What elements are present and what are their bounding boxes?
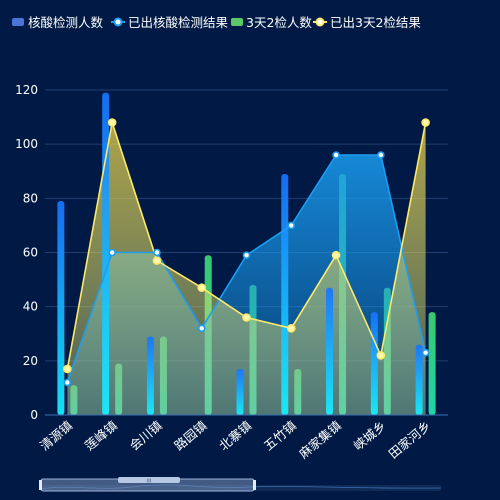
legend-label-1: 已出核酸检测结果 bbox=[128, 15, 229, 30]
x-category-label: 田家河乡 bbox=[386, 418, 434, 462]
points-layer bbox=[63, 118, 430, 387]
data-zoom-handle-label: III bbox=[147, 479, 151, 485]
y-tick-label: 100 bbox=[15, 137, 38, 151]
bar-test-count[interactable] bbox=[57, 201, 65, 415]
x-category-label: 峡城乡 bbox=[350, 418, 388, 454]
x-category-label: 麻家集镇 bbox=[296, 418, 344, 462]
bar-test-count[interactable] bbox=[370, 312, 378, 415]
point-3day-result[interactable] bbox=[63, 364, 72, 374]
y-tick-label: 40 bbox=[23, 300, 38, 314]
point-result[interactable] bbox=[108, 248, 116, 257]
legend-label-2: 3天2检人数 bbox=[246, 15, 312, 30]
legend[interactable]: 核酸检测人数 已出核酸检测结果 3天2检人数 已出3天2检结果 bbox=[12, 15, 421, 30]
point-result[interactable] bbox=[421, 348, 430, 357]
y-tick-label: 20 bbox=[23, 354, 38, 368]
area-3day-result bbox=[67, 122, 426, 415]
legend-swatch-green-bar bbox=[231, 18, 243, 26]
legend-item-line-3day[interactable]: 已出3天2检结果 bbox=[313, 15, 421, 30]
legend-label-0: 核酸检测人数 bbox=[28, 15, 104, 30]
x-category-label: 五竹镇 bbox=[261, 418, 299, 454]
legend-item-bar-3day[interactable]: 3天2检人数 bbox=[231, 15, 312, 30]
point-3day-result[interactable] bbox=[331, 250, 341, 260]
point-result[interactable] bbox=[377, 151, 385, 159]
data-zoom-slider[interactable]: III bbox=[39, 477, 442, 492]
point-3day-result[interactable] bbox=[286, 324, 296, 333]
x-category-label: 清源镇 bbox=[37, 418, 75, 454]
blue-bars-layer bbox=[57, 92, 423, 415]
bar-test-count[interactable] bbox=[102, 92, 110, 415]
legend-marker-yellow bbox=[315, 17, 325, 27]
legend-label-3: 已出3天2检结果 bbox=[330, 15, 421, 30]
x-category-label: 会川镇 bbox=[126, 418, 164, 454]
y-tick-label: 120 bbox=[15, 83, 38, 97]
point-3day-result[interactable] bbox=[376, 351, 386, 360]
x-category-label: 路园镇 bbox=[171, 418, 209, 454]
data-zoom-handle[interactable] bbox=[118, 477, 180, 483]
point-result[interactable] bbox=[332, 151, 340, 159]
point-result[interactable] bbox=[287, 221, 296, 230]
point-result[interactable] bbox=[153, 248, 161, 257]
point-3day-result[interactable] bbox=[421, 118, 430, 127]
legend-swatch-blue-bar bbox=[12, 18, 24, 26]
x-category-label: 莲峰镇 bbox=[82, 418, 120, 454]
point-3day-result[interactable] bbox=[107, 118, 117, 127]
bar-test-count[interactable] bbox=[146, 336, 154, 415]
legend-marker-blue bbox=[113, 17, 123, 27]
point-3day-result[interactable] bbox=[197, 283, 207, 293]
legend-item-bar-count[interactable]: 核酸检测人数 bbox=[12, 15, 104, 30]
point-result[interactable] bbox=[63, 378, 72, 387]
point-result[interactable] bbox=[242, 251, 251, 260]
yellow-area-layer bbox=[67, 122, 426, 415]
y-tick-label: 80 bbox=[23, 191, 38, 205]
point-3day-result[interactable] bbox=[152, 256, 162, 265]
y-tick-label: 0 bbox=[30, 408, 38, 422]
bar-test-count[interactable] bbox=[281, 173, 289, 415]
bar-3day-count[interactable] bbox=[428, 312, 436, 415]
y-axis-ticks: 0 20 40 60 80 100 120 bbox=[15, 83, 38, 422]
data-zoom-left-handle[interactable] bbox=[39, 480, 42, 490]
point-3day-result[interactable] bbox=[242, 313, 251, 322]
data-zoom-right-handle[interactable] bbox=[253, 480, 256, 490]
bar-test-count[interactable] bbox=[415, 344, 423, 415]
y-tick-label: 60 bbox=[23, 246, 38, 260]
bar-test-count[interactable] bbox=[326, 287, 334, 415]
legend-item-line-result[interactable]: 已出核酸检测结果 bbox=[111, 15, 229, 30]
point-result[interactable] bbox=[197, 324, 206, 333]
x-category-label: 北寨镇 bbox=[216, 418, 254, 454]
bar-test-count[interactable] bbox=[236, 368, 244, 415]
